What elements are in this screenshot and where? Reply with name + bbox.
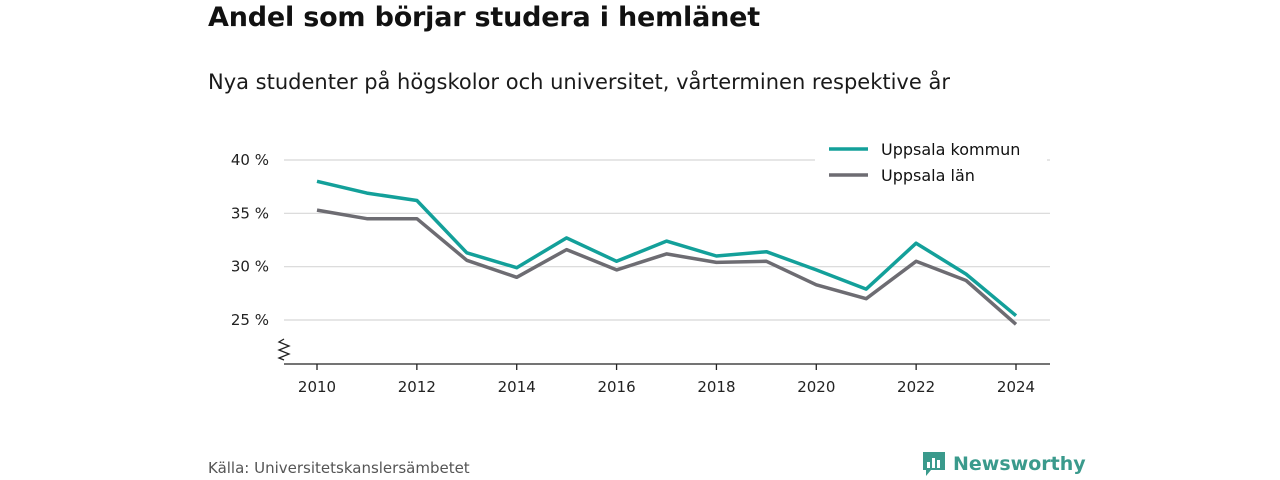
y-tick-label: 35 % — [231, 204, 269, 222]
brand-logo[interactable]: Newsworthy — [921, 450, 1086, 478]
legend-label: Uppsala län — [881, 166, 975, 185]
y-tick-label: 30 % — [231, 258, 269, 276]
x-axis-tick-labels: 2010 2012 2014 2016 2018 2020 2022 2024 — [298, 364, 1035, 396]
x-tick-label: 2010 — [298, 378, 336, 396]
series-lines — [316, 179, 1018, 326]
legend-background — [815, 134, 1047, 190]
newsworthy-logo-icon — [923, 452, 945, 476]
chart-title: Andel som börjar studera i hemlänet — [208, 2, 760, 33]
x-tick-label: 2012 — [398, 378, 436, 396]
axis-break-icon — [277, 338, 291, 361]
legend-label: Uppsala kommun — [881, 140, 1020, 159]
series-line-uppsala-kommun — [316, 179, 1018, 318]
x-tick-label: 2018 — [697, 378, 735, 396]
series-line-uppsala-län — [316, 208, 1018, 326]
chart-subtitle: Nya studenter på högskolor och universit… — [208, 70, 950, 94]
y-tick-label: 25 % — [231, 311, 269, 329]
x-tick-label: 2024 — [997, 378, 1035, 396]
y-tick-label: 40 % — [231, 151, 269, 169]
x-axis — [277, 338, 1050, 365]
legend: Uppsala kommun Uppsala län — [815, 134, 1047, 190]
x-tick-label: 2016 — [597, 378, 635, 396]
y-axis-tick-labels: 25 % 30 % 35 % 40 % — [231, 151, 269, 329]
source-note: Källa: Universitetskanslersämbetet — [208, 459, 470, 477]
brand-name: Newsworthy — [953, 453, 1086, 475]
x-tick-label: 2014 — [498, 378, 536, 396]
x-tick-label: 2022 — [897, 378, 935, 396]
x-tick-label: 2020 — [797, 378, 835, 396]
